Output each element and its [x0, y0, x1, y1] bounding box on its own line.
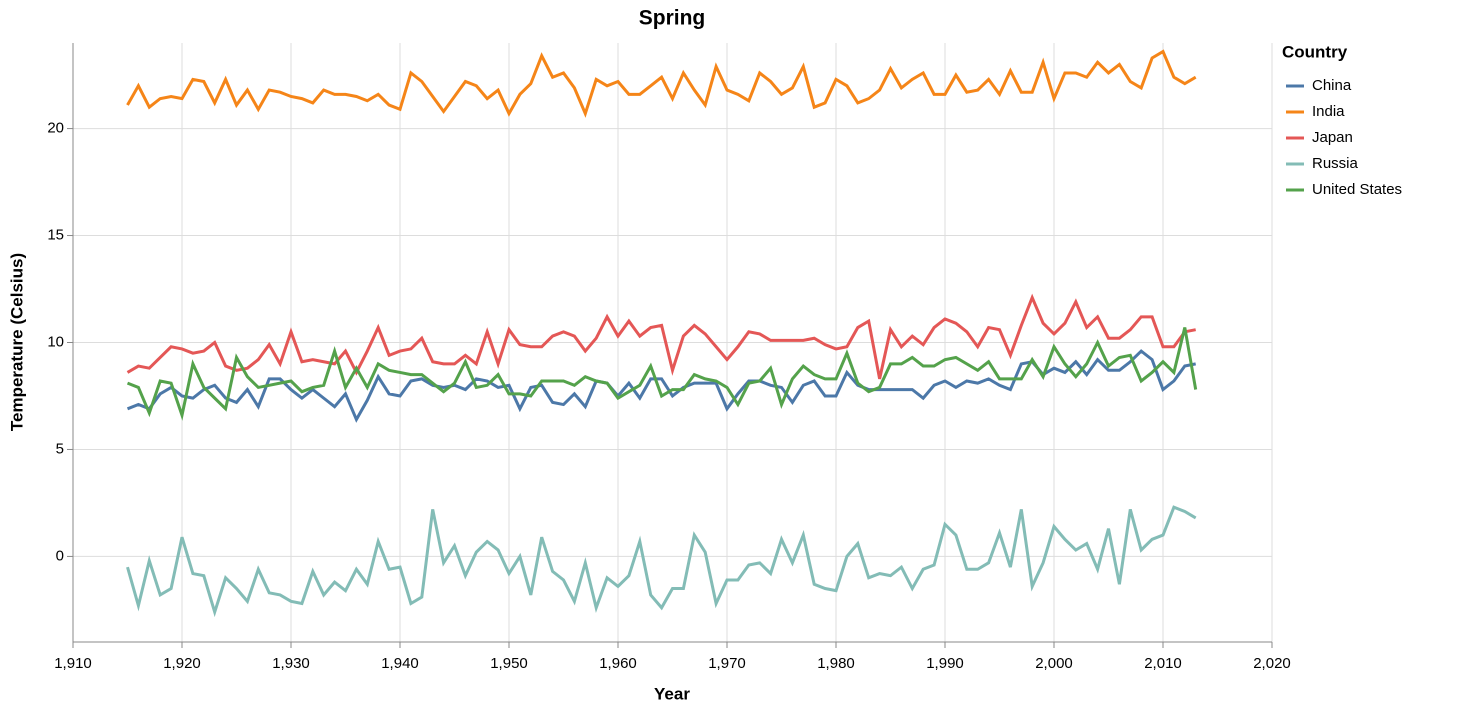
x-tick-label: 1,990 [926, 655, 964, 672]
x-tick-label: 2,010 [1144, 655, 1182, 672]
x-tick-label: 1,920 [163, 655, 201, 672]
y-tick-label: 10 [47, 333, 64, 350]
legend-label: India [1312, 103, 1345, 120]
y-tick-label: 5 [56, 440, 64, 457]
legend-title: Country [1282, 42, 1348, 61]
x-axis-title: Year [654, 684, 690, 703]
legend-label: Japan [1312, 129, 1353, 146]
y-axis-title: Temperature (Celsius) [7, 253, 26, 431]
x-tick-label: 1,950 [490, 655, 528, 672]
x-tick-label: 1,980 [817, 655, 855, 672]
x-tick-label: 1,940 [381, 655, 419, 672]
x-tick-label: 1,970 [708, 655, 746, 672]
chart-title: Spring [639, 7, 706, 30]
y-tick-label: 20 [47, 120, 64, 137]
line [126, 327, 1198, 421]
x-tick-label: 1,910 [54, 655, 92, 672]
line [126, 349, 1196, 423]
line [126, 49, 1197, 118]
x-tick-label: 2,020 [1253, 655, 1291, 672]
line [126, 505, 1197, 618]
y-tick-label: 0 [56, 547, 64, 564]
line [126, 293, 1196, 380]
x-tick-label: 2,000 [1035, 655, 1073, 672]
x-tick-label: 1,960 [599, 655, 637, 672]
legend-label: Russia [1312, 155, 1359, 172]
legend-label: China [1312, 77, 1352, 94]
y-tick-label: 15 [47, 227, 64, 244]
x-tick-label: 1,930 [272, 655, 310, 672]
legend-label: United States [1312, 181, 1402, 198]
